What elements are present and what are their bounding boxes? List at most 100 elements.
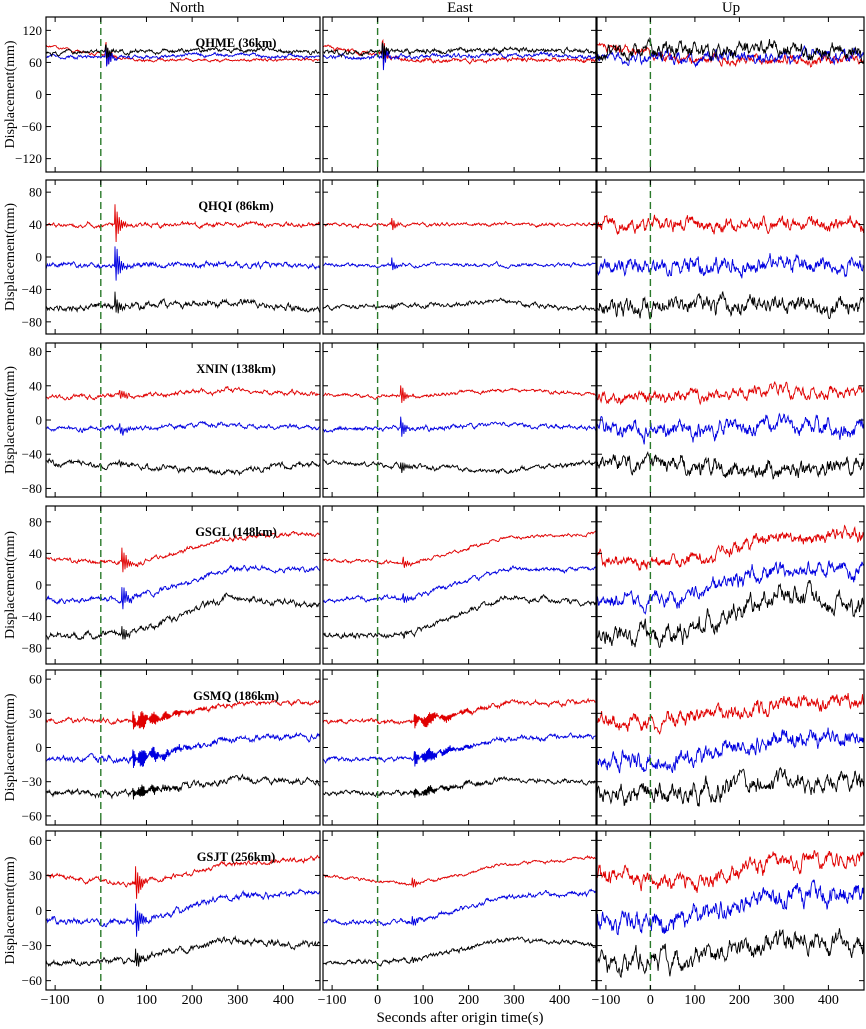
y-tick-label: −40 — [22, 282, 42, 297]
trace-red-east-4 — [322, 530, 596, 568]
panel-frame — [322, 505, 597, 665]
y-tick-label: −60 — [22, 808, 42, 823]
y-tick-label: 60 — [29, 55, 42, 70]
y-tick-label: −40 — [22, 447, 42, 462]
y-tick-label: 0 — [36, 250, 43, 265]
column-header-east: East — [447, 0, 474, 16]
x-tick-label: 100 — [136, 993, 157, 1008]
x-axis-title: Seconds after origin time(s) — [376, 1010, 543, 1026]
station-label: GSGL (148km) — [195, 525, 277, 539]
trace-red-up-5 — [596, 692, 865, 735]
trace-blue-up-3 — [596, 412, 865, 445]
x-tick-label: 200 — [182, 993, 203, 1008]
panel-frame — [322, 669, 597, 826]
trace-red-north-5 — [45, 699, 321, 730]
trace-blue-up-4 — [596, 560, 865, 615]
trace-blue-east-1 — [322, 43, 597, 71]
y-tick-label: 40 — [29, 217, 42, 232]
trace-red-east-1 — [322, 38, 597, 66]
panel-north-3: 80 40 0 −40 −80 XNIN (138km) Displacement(mm) — [3, 342, 321, 498]
y-tick-label: 0 — [36, 413, 43, 428]
trace-blue-up-6 — [596, 879, 865, 936]
panel-frame — [596, 16, 865, 173]
x-tick-label: 100 — [413, 993, 434, 1008]
y-tick-label: 30 — [29, 706, 42, 721]
x-tick-label: 200 — [729, 993, 750, 1008]
y-tick-label: 0 — [36, 578, 43, 593]
panel-frame — [45, 179, 321, 335]
trace-blue-east-4 — [322, 564, 597, 604]
trace-red-east-6 — [322, 854, 597, 888]
panel-east-1 — [322, 16, 597, 173]
y-tick-label: 30 — [29, 868, 42, 883]
y-tick-label: 40 — [29, 546, 42, 561]
y-tick-label: −60 — [22, 119, 42, 134]
column-header-up: Up — [722, 0, 740, 16]
trace-black-up-2 — [596, 290, 865, 320]
column-headers: North East Up — [170, 0, 741, 16]
panel-north-2: 80 40 0 −40 −80 QHQI (86km) Displacement(mm) — [3, 179, 321, 335]
x-tick-label: 400 — [818, 993, 839, 1008]
y-axis-title: Displacement(mm) — [3, 40, 18, 148]
trace-red-north-3 — [45, 385, 321, 401]
panel-frame — [45, 342, 321, 498]
y-tick-label: −30 — [22, 774, 42, 789]
panel-frame — [596, 505, 865, 665]
trace-black-east-4 — [322, 594, 597, 640]
y-tick-label: 80 — [29, 514, 42, 529]
y-axis-title: Displacement(mm) — [3, 693, 18, 801]
panel-north-4: 80 40 0 −40 −80 GSGL (148km) Displacement(mm) — [3, 505, 321, 665]
panel-up-5 — [596, 669, 865, 826]
trace-black-east-5 — [322, 775, 597, 798]
panel-east-6: −100 0 100 200 300 400 — [318, 830, 597, 1008]
trace-blue-north-1 — [45, 45, 321, 67]
y-tick-label: 80 — [29, 344, 42, 359]
trace-blue-north-3 — [45, 421, 321, 436]
column-header-north: North — [170, 0, 205, 16]
panel-grid: 120 60 0 −60 −120 QHME (36km) Displacement(mm)… — [3, 16, 865, 1008]
panel-frame — [322, 16, 597, 173]
panel-north-1: 120 60 0 −60 −120 QHME (36km) Displacement(mm) — [3, 16, 321, 173]
trace-black-up-3 — [596, 451, 865, 480]
trace-black-up-4 — [596, 580, 865, 648]
trace-blue-up-5 — [596, 727, 865, 774]
x-tick-label: 400 — [273, 993, 294, 1008]
panel-frame — [322, 179, 597, 335]
trace-black-north-3 — [45, 457, 321, 477]
y-tick-label: −40 — [22, 609, 42, 624]
trace-blue-east-6 — [322, 888, 597, 927]
y-axis-title: Displacement(mm) — [3, 203, 18, 311]
trace-black-east-2 — [322, 297, 597, 312]
y-tick-label: 80 — [29, 185, 42, 200]
y-tick-label: −120 — [15, 151, 42, 166]
station-label: GSJT (256km) — [197, 850, 276, 864]
y-axis-title: Displacement(mm) — [3, 531, 18, 639]
trace-blue-east-3 — [322, 416, 597, 437]
x-tick-label: 300 — [773, 993, 794, 1008]
panel-up-1 — [596, 16, 865, 173]
panel-up-4 — [596, 505, 865, 665]
trace-red-north-1 — [45, 42, 321, 65]
trace-red-east-5 — [322, 697, 597, 729]
trace-black-north-4 — [45, 592, 321, 641]
trace-red-north-4 — [45, 530, 321, 573]
trace-red-up-2 — [596, 214, 865, 236]
trace-red-up-4 — [596, 524, 865, 572]
panel-frame — [45, 16, 321, 173]
x-tick-label: 0 — [647, 993, 654, 1008]
trace-blue-east-5 — [322, 732, 597, 767]
y-tick-label: 0 — [36, 740, 43, 755]
x-tick-label: −100 — [41, 993, 70, 1008]
x-tick-label: −100 — [591, 993, 620, 1008]
trace-black-north-1 — [45, 44, 321, 59]
y-tick-label: −80 — [22, 481, 42, 496]
trace-red-up-1 — [596, 42, 865, 68]
trace-red-north-2 — [45, 204, 321, 243]
trace-black-north-5 — [45, 773, 321, 800]
x-tick-label: 100 — [684, 993, 705, 1008]
x-tick-label: 300 — [227, 993, 248, 1008]
y-tick-label: −80 — [22, 314, 42, 329]
y-axis-title: Displacement(mm) — [3, 856, 18, 964]
